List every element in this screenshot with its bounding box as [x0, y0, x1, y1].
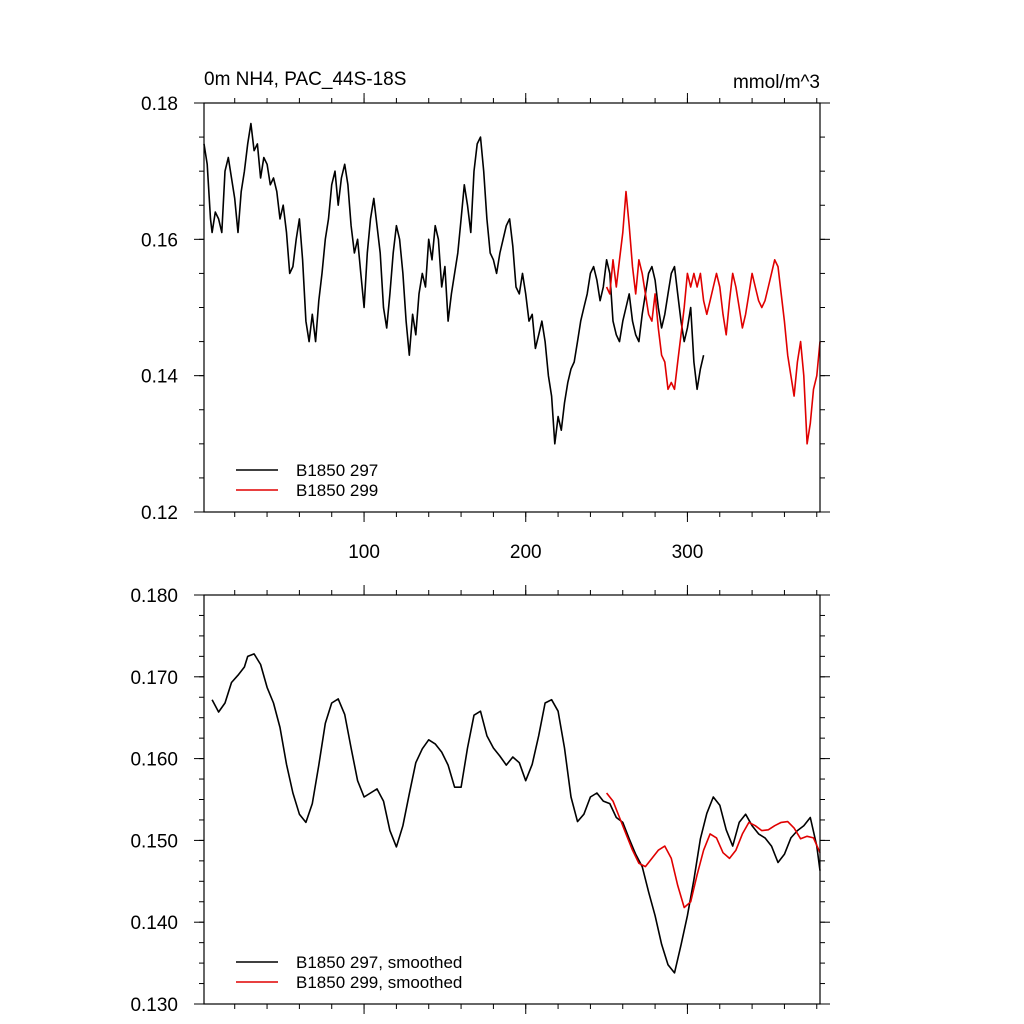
bottom-plot-frame — [203, 594, 821, 1005]
y-tick-label: 0.150 — [130, 831, 178, 852]
top-units: mmol/m^3 — [733, 72, 820, 93]
x-tick-label: 300 — [672, 542, 704, 563]
y-tick-label: 0.180 — [130, 586, 178, 607]
series-line-2 — [605, 190, 821, 445]
top-panel: 0m NH4, PAC_44S-18S mmol/m^3 0.120.140.1… — [141, 69, 830, 563]
bottom-ticks: 0.130 0.140 0.150 0.160 0.170 0.180 — [130, 585, 830, 1016]
bottom-series-group — [211, 653, 821, 974]
bottom-panel: 0.130 0.140 0.150 0.160 0.170 0.180 B1850 297… — [130, 585, 830, 1016]
y-tick-label: 0.140 — [130, 913, 178, 934]
series-line-1 — [203, 122, 705, 445]
y-tick-label: 0.12 — [141, 503, 178, 524]
legend-label-1: B1850 297 — [296, 461, 378, 480]
top-ticks: 0.12 0.14 0.16 0.18 100 200 300 — [141, 93, 830, 563]
series-line-1 — [211, 653, 821, 974]
y-tick-label: 0.16 — [141, 230, 178, 251]
legend-label-2: B1850 299 — [296, 481, 378, 500]
y-tick-label: 0.14 — [141, 367, 178, 388]
y-tick-label: 0.160 — [130, 750, 178, 771]
legend-label-2: B1850 299, smoothed — [296, 973, 462, 992]
y-tick-label: 0.170 — [130, 668, 178, 689]
x-tick-label: 100 — [348, 542, 380, 563]
y-tick-label: 0.18 — [141, 94, 178, 115]
top-plot-frame — [203, 102, 821, 513]
top-series-group — [203, 122, 821, 445]
legend-label-1: B1850 297, smoothed — [296, 953, 462, 972]
series-line-2 — [605, 792, 821, 909]
x-tick-label: 200 — [510, 542, 542, 563]
y-tick-label: 0.130 — [130, 995, 178, 1016]
top-title: 0m NH4, PAC_44S-18S — [204, 69, 406, 90]
